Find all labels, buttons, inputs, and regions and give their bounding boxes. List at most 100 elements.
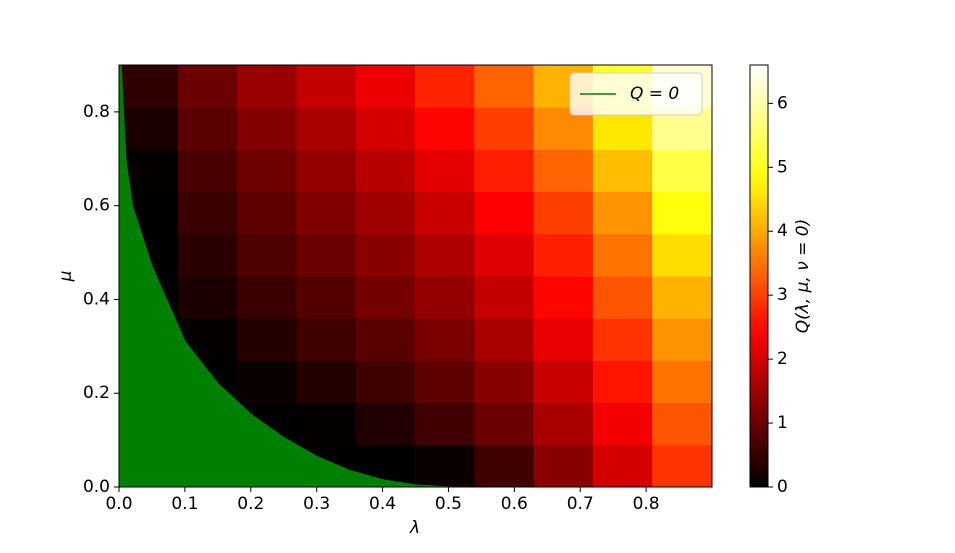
colorbar-tick-label: 4	[777, 221, 788, 241]
heatmap-cell	[355, 65, 416, 108]
heatmap-cell	[415, 402, 476, 446]
heatmap-cell	[592, 402, 654, 446]
heatmap-cell	[355, 359, 416, 404]
colorbar-tick-label: 3	[777, 285, 788, 305]
negative-region	[119, 65, 449, 487]
legend: Q = 0	[569, 72, 703, 116]
x-tick-label: 0.3	[303, 494, 330, 514]
heatmap-cell	[415, 275, 476, 319]
heatmap-cell	[355, 402, 416, 446]
y-tick-label: 0.8	[83, 102, 110, 122]
heatmap-cell	[474, 402, 535, 446]
heatmap-cell	[237, 65, 298, 108]
heatmap-cell	[296, 148, 357, 193]
colorbar	[749, 64, 769, 488]
heatmap-cell	[296, 317, 357, 361]
heatmap-cell	[533, 275, 594, 319]
heatmap-cell	[474, 148, 535, 193]
heatmap-cell	[415, 106, 476, 150]
y-tick-label: 0.4	[83, 289, 110, 309]
heatmap-cell	[533, 402, 594, 446]
y-axis-label: μ	[56, 270, 76, 282]
heatmap-cell	[652, 191, 712, 235]
x-tick-label: 0.2	[237, 494, 264, 514]
heatmap-cell	[592, 275, 654, 319]
heatmap-cell	[533, 233, 594, 277]
heatmap-cell	[237, 148, 298, 193]
heatmap-cell	[652, 317, 712, 361]
heatmap-cell	[652, 359, 712, 404]
heatmap-cell	[237, 106, 298, 150]
heatmap-cell	[296, 106, 357, 150]
heatmap-cell	[237, 359, 298, 404]
heatmap-cell	[415, 444, 476, 487]
heatmap-cell	[177, 275, 239, 319]
contour-line	[120, 65, 449, 487]
heatmap-cell	[533, 317, 594, 361]
heatmap-cell	[355, 106, 416, 150]
x-tick-label: 0.5	[435, 494, 462, 514]
heatmap-cell	[474, 359, 535, 404]
heatmap-cell	[474, 444, 535, 487]
heatmap-cell	[177, 106, 239, 150]
colorbar-tick-label: 6	[777, 93, 788, 113]
heatmap-cell	[355, 317, 416, 361]
heatmap-cell	[592, 148, 654, 193]
heatmap-cell	[474, 317, 535, 361]
legend-label: Q = 0	[630, 84, 679, 104]
heatmap-cell	[592, 317, 654, 361]
colorbar-tick-label: 0	[777, 477, 788, 497]
heatmap-cell	[296, 359, 357, 404]
x-tick-label: 0.8	[633, 494, 660, 514]
heatmap-cell	[415, 359, 476, 404]
heatmap-cell	[592, 359, 654, 404]
heatmap-cell	[177, 191, 239, 235]
x-tick-label: 0.6	[501, 494, 528, 514]
x-tick-label: 0.1	[171, 494, 198, 514]
legend-box	[569, 72, 703, 116]
heatmap-cell	[592, 191, 654, 235]
heatmap-cell	[652, 233, 712, 277]
x-axis-label: λ	[409, 518, 420, 538]
heatmap-cell	[533, 148, 594, 193]
heatmap-cell	[237, 317, 298, 361]
x-tick-label: 0.4	[369, 494, 396, 514]
heatmap-cell	[474, 106, 535, 150]
heatmap-cell	[652, 402, 712, 446]
heatmap-cell	[355, 233, 416, 277]
heatmap-cell	[415, 65, 476, 108]
heatmap-cell	[296, 233, 357, 277]
heatmap-cell	[296, 275, 357, 319]
x-tick-label: 0.0	[105, 494, 132, 514]
heatmap-cell	[592, 233, 654, 277]
heatmap-cell	[652, 275, 712, 319]
heatmap-cell	[177, 233, 239, 277]
heatmap-cell	[474, 275, 535, 319]
heatmap-cell	[474, 191, 535, 235]
heatmap-cell	[355, 148, 416, 193]
heatmap-cell	[355, 275, 416, 319]
heatmap-cell	[415, 191, 476, 235]
heatmap-cell	[474, 233, 535, 277]
heatmap	[119, 65, 712, 487]
heatmap-cell	[592, 444, 654, 487]
heatmap-cell	[296, 402, 357, 446]
y-tick-label: 0.0	[83, 477, 110, 497]
heatmap-cell	[415, 317, 476, 361]
heatmap-cell	[415, 148, 476, 193]
heatmap-cell	[177, 65, 239, 108]
colorbar-tick-label: 1	[777, 413, 788, 433]
heatmap-cell	[237, 275, 298, 319]
heatmap-cell	[296, 191, 357, 235]
y-tick-label: 0.6	[83, 196, 110, 216]
heatmap-cell	[533, 359, 594, 404]
heatmap-cell	[474, 65, 535, 108]
colorbar-label: Q(λ, μ, ν = 0)	[793, 219, 813, 334]
heatmap-cell	[652, 444, 712, 487]
y-tick-label: 0.2	[83, 383, 110, 403]
x-tick-label: 0.7	[567, 494, 594, 514]
heatmap-cell	[119, 65, 179, 108]
heatmap-cell	[119, 106, 179, 150]
heatmap-cell	[177, 148, 239, 193]
